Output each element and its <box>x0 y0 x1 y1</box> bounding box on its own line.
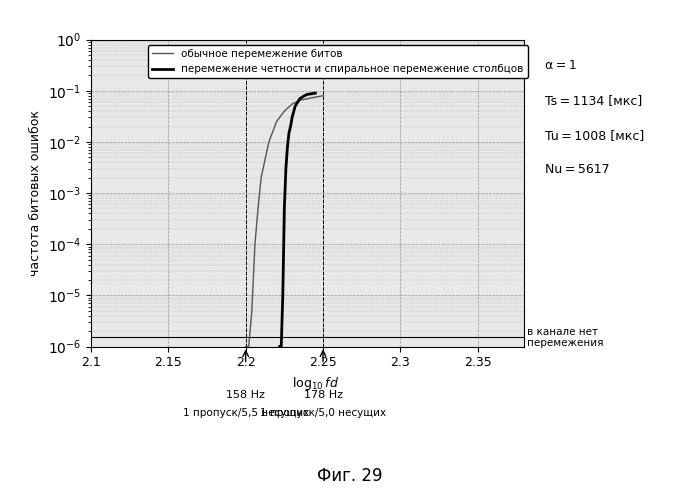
Legend: обычное перемежение битов, перемежение четности и спиральное перемежение столбцо: обычное перемежение битов, перемежение ч… <box>148 45 528 78</box>
Text: Nu = 5617: Nu = 5617 <box>545 163 610 176</box>
Text: α = 1: α = 1 <box>545 59 577 72</box>
Text: Фиг. 29: Фиг. 29 <box>317 467 382 485</box>
Text: Ts = 1134 [мкс]: Ts = 1134 [мкс] <box>545 94 642 107</box>
Text: 158 Hz: 158 Hz <box>226 390 265 400</box>
Text: $\log_{10}fd$: $\log_{10}fd$ <box>292 375 339 392</box>
Text: в канале нет
перемежения: в канале нет перемежения <box>527 327 604 348</box>
Text: 178 Hz: 178 Hz <box>303 390 343 400</box>
Text: 1 пропуск/5,5 несущих: 1 пропуск/5,5 несущих <box>182 408 309 418</box>
Text: 1 пропуск/5,0 несущих: 1 пропуск/5,0 несущих <box>260 408 386 418</box>
Y-axis label: частота битовых ошибок: частота битовых ошибок <box>29 110 42 276</box>
Text: Tu = 1008 [мкс]: Tu = 1008 [мкс] <box>545 129 644 142</box>
